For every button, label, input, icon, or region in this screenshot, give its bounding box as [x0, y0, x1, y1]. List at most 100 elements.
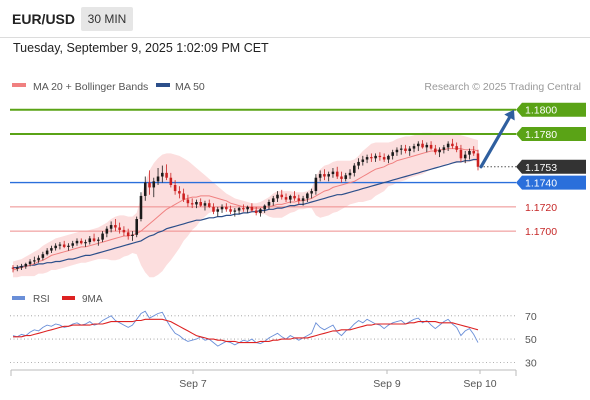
- rsi9-legend-label: 9MA: [82, 294, 103, 305]
- candle-body: [365, 157, 369, 160]
- candle-body: [276, 194, 279, 199]
- candle-body: [395, 149, 399, 153]
- current-price-label: 1.1753: [525, 162, 557, 174]
- candle-body: [429, 144, 433, 149]
- candle-body: [88, 238, 92, 243]
- candle-body: [54, 245, 57, 249]
- candle-body: [446, 143, 450, 148]
- candle-body: [331, 171, 335, 175]
- candle-body: [438, 149, 441, 153]
- candle-body: [353, 165, 356, 173]
- candle-body: [173, 185, 177, 192]
- candle-body: [340, 176, 343, 179]
- candle-body: [126, 232, 130, 236]
- candle-body: [203, 203, 207, 206]
- instrument-title: EUR/USD: [12, 11, 76, 27]
- candle-body: [280, 194, 284, 198]
- candle-body: [161, 172, 164, 177]
- candle-body: [182, 193, 185, 200]
- candle-body: [199, 202, 202, 206]
- ma50-legend-swatch: [156, 83, 170, 87]
- candle-body: [335, 171, 339, 177]
- price-labels-layer: 1.1800 1.1780 1.1740 1.1720 1.1700 1.1753: [479, 102, 586, 238]
- candle-body: [24, 263, 28, 267]
- level-label-resistance: 1.1800: [525, 105, 557, 117]
- candle-body: [293, 195, 296, 199]
- candle-body: [207, 203, 211, 207]
- candle-body: [250, 206, 254, 211]
- candle-body: [246, 206, 249, 210]
- candle-body: [421, 143, 424, 148]
- candle-body: [118, 227, 121, 230]
- candle-body: [267, 202, 271, 206]
- candle-body: [314, 177, 318, 192]
- candle-body: [370, 157, 373, 159]
- candle-body: [225, 206, 228, 210]
- chart-header: EUR/USD 30 MIN: [0, 0, 590, 37]
- candle-body: [122, 229, 126, 233]
- candle-body: [28, 261, 32, 264]
- candle-body: [425, 144, 429, 148]
- candle-body: [97, 239, 100, 241]
- candle-body: [195, 202, 198, 205]
- candle-body: [41, 254, 45, 258]
- candle-body: [391, 152, 394, 156]
- level-tag-bg-pivot: [516, 175, 586, 190]
- rsi-tick-70: 70: [525, 311, 537, 323]
- candle-body: [357, 161, 360, 166]
- candle-body: [242, 208, 245, 210]
- candle-body: [135, 219, 138, 235]
- chart-datetime: Tuesday, September 9, 2025 1:02:09 PM CE…: [13, 41, 269, 55]
- ma20-legend-swatch: [12, 83, 26, 87]
- candle-body: [451, 143, 454, 147]
- candle-body: [310, 191, 313, 194]
- current-price-tag-bg: [516, 159, 586, 174]
- candle-body: [263, 205, 266, 210]
- timeframe-selector[interactable]: 30 MIN: [81, 7, 133, 31]
- candle-body: [327, 174, 330, 177]
- rsi-line: [12, 310, 479, 347]
- level-label-support: 1.1720: [525, 202, 557, 214]
- candle-body: [301, 198, 305, 201]
- candle-body: [284, 197, 288, 200]
- candle-body: [344, 175, 348, 179]
- x-tick-label-sep10: Sep 10: [463, 378, 496, 390]
- candle-body: [45, 250, 49, 255]
- candle-body: [37, 257, 40, 261]
- credit-text: Research © 2025 Trading Central: [424, 81, 581, 93]
- header-divider: [0, 37, 590, 38]
- candle-body: [229, 209, 232, 212]
- candle-body: [186, 199, 190, 204]
- candle-body: [254, 210, 258, 213]
- candle-body: [67, 245, 70, 247]
- candle-body: [152, 181, 156, 188]
- candle-body: [109, 225, 113, 229]
- candle-body: [169, 177, 173, 185]
- candle-body: [416, 143, 420, 147]
- candle-body: [220, 206, 224, 210]
- rsi-ma9-line: [13, 318, 479, 344]
- candle-body: [476, 153, 480, 167]
- candle-body: [412, 146, 416, 149]
- candle-body: [382, 157, 386, 160]
- candle-body: [148, 182, 151, 188]
- level-tag-resistance: 1.1780: [516, 127, 586, 141]
- candle-body: [378, 155, 382, 158]
- level-label-pivot: 1.1740: [525, 178, 557, 190]
- x-tick-label-sep9: Sep 9: [373, 378, 401, 390]
- candle-body: [101, 233, 104, 240]
- ma50-line: [13, 158, 478, 269]
- candle-body: [11, 267, 15, 269]
- candle-body: [318, 174, 322, 178]
- candle-body: [297, 198, 301, 201]
- moving-average-layer: [12, 148, 479, 271]
- ma20-line: [12, 148, 479, 271]
- candle-body: [75, 240, 79, 244]
- ma50-legend-label: MA 50: [175, 81, 205, 93]
- ma20-legend-label: MA 20 + Bollinger Bands: [33, 81, 148, 93]
- price-levels-layer: [10, 108, 516, 232]
- bollinger-band-layer: [13, 132, 478, 278]
- candle-body: [178, 191, 181, 194]
- candle-body: [455, 146, 458, 150]
